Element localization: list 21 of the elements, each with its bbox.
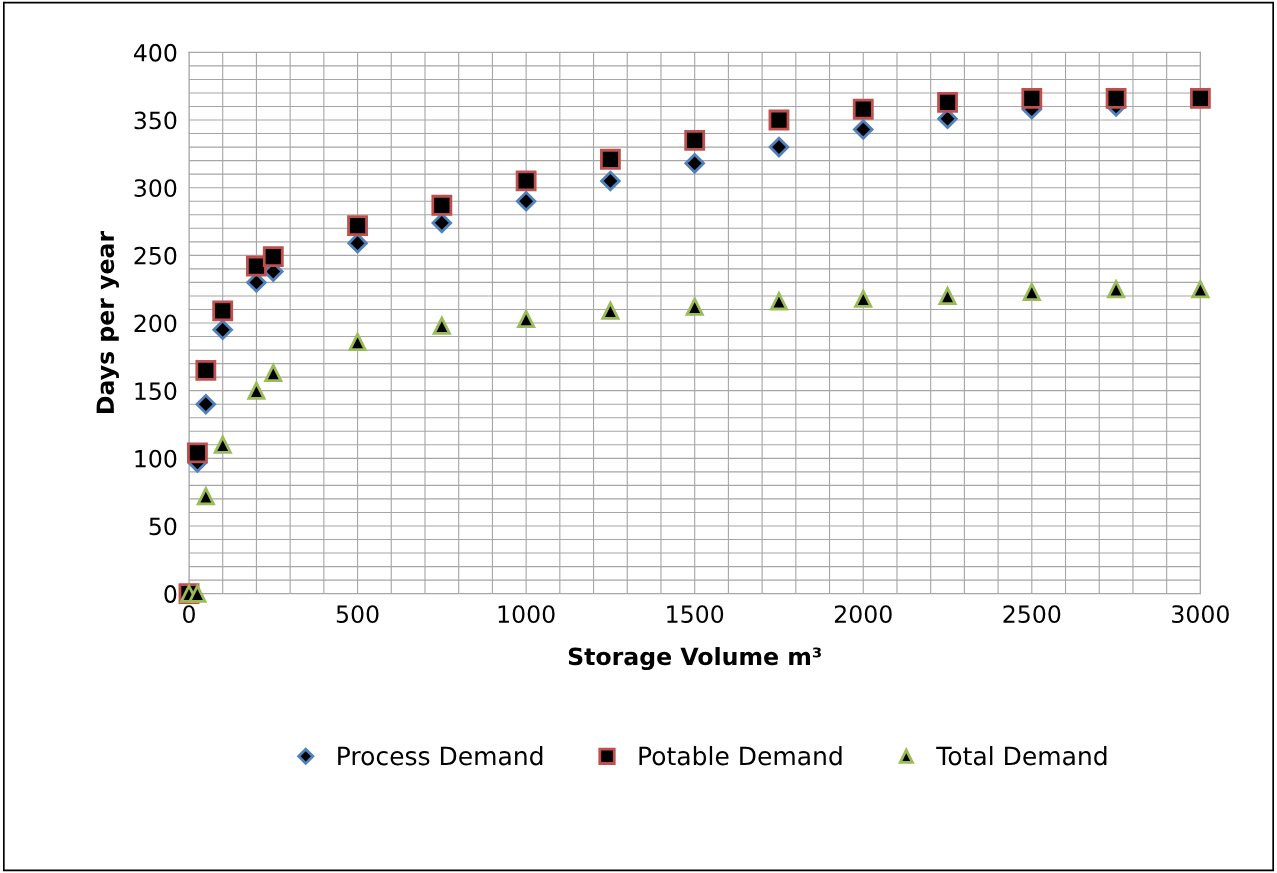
x-tick-label: 2500 <box>1003 605 1061 624</box>
y-axis-title: Days per year <box>96 230 119 413</box>
y-tick-label: 200 <box>134 314 177 333</box>
x-tick-label: 1000 <box>498 605 555 624</box>
y-tick-label: 100 <box>135 449 177 468</box>
y-tick-label: 50 <box>149 517 177 536</box>
y-tick-label: 250 <box>134 246 177 265</box>
y-tick-label: 0 <box>164 585 177 603</box>
x-tick-label: 500 <box>336 605 379 624</box>
x-tick-label: 0 <box>183 605 195 624</box>
y-tick-label: 400 <box>133 43 177 62</box>
y-tick-label: 300 <box>134 179 177 197</box>
legend-label: Total Demand <box>936 746 1107 766</box>
x-tick-label: 1500 <box>667 605 724 624</box>
legend-label: Potable Demand <box>639 746 842 766</box>
legend-label: Process Demand <box>338 746 543 766</box>
x-axis-title: Storage Volume m³ <box>568 647 821 671</box>
y-tick-label: 150 <box>135 382 177 400</box>
x-tick-label: 2000 <box>834 605 892 624</box>
x-tick-label: 3000 <box>1172 605 1229 624</box>
y-tick-label: 350 <box>134 111 177 130</box>
